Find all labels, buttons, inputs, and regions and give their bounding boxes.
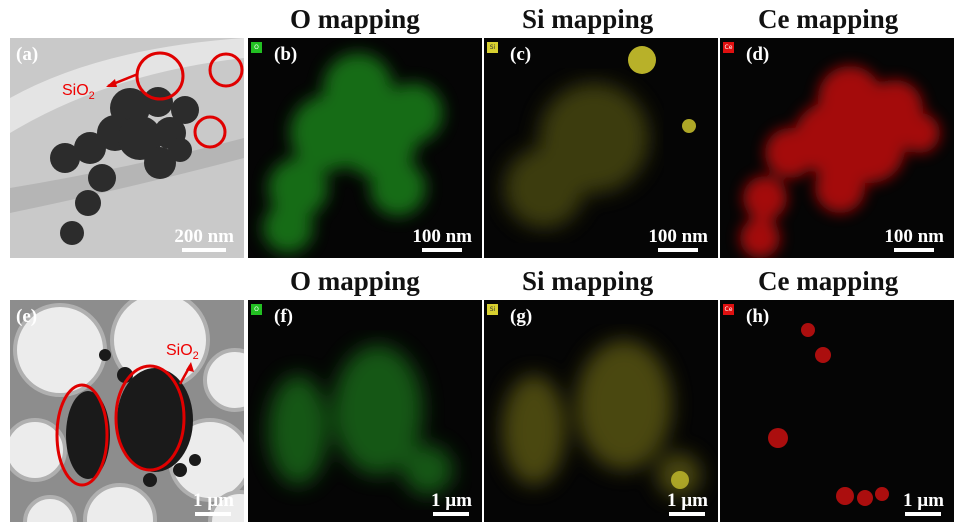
- panel-e-tem-image: (e) SiO2 1 µm: [10, 300, 244, 522]
- scalebar-g: 1 µm: [667, 490, 708, 516]
- scalebar-label-d: 100 nm: [884, 226, 944, 247]
- scalebar-label-a: 200 nm: [174, 226, 234, 247]
- si-map-g: [502, 340, 701, 497]
- panel-label-d: (d): [746, 44, 770, 65]
- scalebar-e: 1 µm: [193, 490, 234, 516]
- panel-label-e: (e): [16, 306, 38, 327]
- scalebar-c: 100 nm: [648, 226, 708, 252]
- scalebar-line-c: [658, 248, 699, 252]
- panel-g-si-mapping: Si (g) 1 µm: [484, 300, 718, 522]
- panel-label-b: (b): [274, 44, 298, 65]
- scalebar-label-c: 100 nm: [648, 226, 708, 247]
- o-mapping-title-1: O mapping: [290, 4, 420, 34]
- o-element-tag-b: O: [251, 42, 262, 53]
- panel-c-si-mapping: Si (c) 100 nm: [484, 38, 718, 258]
- si-element-tag-g: Si: [487, 304, 498, 315]
- si-map-c: [504, 46, 696, 228]
- scalebar-line-e: [195, 512, 232, 516]
- scalebar-line-g: [669, 512, 706, 516]
- scalebar-line-f: [433, 512, 470, 516]
- panel-a-tem-image: (a) SiO2 200 nm: [10, 38, 244, 258]
- panel-label-h: (h): [746, 306, 770, 327]
- ce-mapping-title-1: Ce mapping: [758, 4, 899, 34]
- scalebar-f: 1 µm: [431, 490, 472, 516]
- scalebar-a: 200 nm: [174, 226, 234, 252]
- scalebar-label-h: 1 µm: [902, 490, 944, 511]
- tem-image-e: [10, 300, 244, 522]
- si-mapping-title-2: Si mapping: [522, 266, 654, 296]
- si-element-tag-c: Si: [487, 42, 498, 53]
- o-map-b: [263, 53, 443, 253]
- ce-map-h: [768, 323, 889, 506]
- ce-mapping-title-2: Ce mapping: [758, 266, 899, 296]
- panel-b-o-mapping: O (b) 100 nm: [248, 38, 482, 258]
- ce-map-d: [740, 66, 940, 258]
- scalebar-label-b: 100 nm: [412, 226, 472, 247]
- sio2-annotation-a: SiO2: [62, 82, 95, 103]
- panel-h-ce-mapping: Ce (h) 1 µm: [720, 300, 954, 522]
- scalebar-line-d: [894, 248, 935, 252]
- panel-f-o-mapping: O (f) 1 µm: [248, 300, 482, 522]
- panel-label-c: (c): [510, 44, 532, 65]
- ce-element-tag-d: Ce: [723, 42, 734, 53]
- o-element-tag-f: O: [251, 304, 262, 315]
- tem-image-a: [10, 38, 244, 258]
- panel-d-ce-mapping: Ce (d) 100 nm: [720, 38, 954, 258]
- si-mapping-title-1: Si mapping: [522, 4, 654, 34]
- o-mapping-title-2: O mapping: [290, 266, 420, 296]
- scalebar-line-a: [182, 248, 227, 252]
- panel-label-f: (f): [274, 306, 293, 327]
- panel-label-g: (g): [510, 306, 533, 327]
- ce-element-tag-h: Ce: [723, 304, 734, 315]
- panel-label-a: (a): [16, 44, 39, 65]
- sio2-annotation-e: SiO2: [166, 342, 199, 363]
- scalebar-label-g: 1 µm: [666, 490, 708, 511]
- scalebar-h: 1 µm: [903, 490, 944, 516]
- scalebar-label-f: 1 µm: [430, 490, 472, 511]
- scalebar-line-b: [422, 248, 463, 252]
- scalebar-d: 100 nm: [884, 226, 944, 252]
- scalebar-line-h: [905, 512, 942, 516]
- o-map-f: [268, 345, 453, 495]
- scalebar-label-e: 1 µm: [192, 490, 234, 511]
- scalebar-b: 100 nm: [412, 226, 472, 252]
